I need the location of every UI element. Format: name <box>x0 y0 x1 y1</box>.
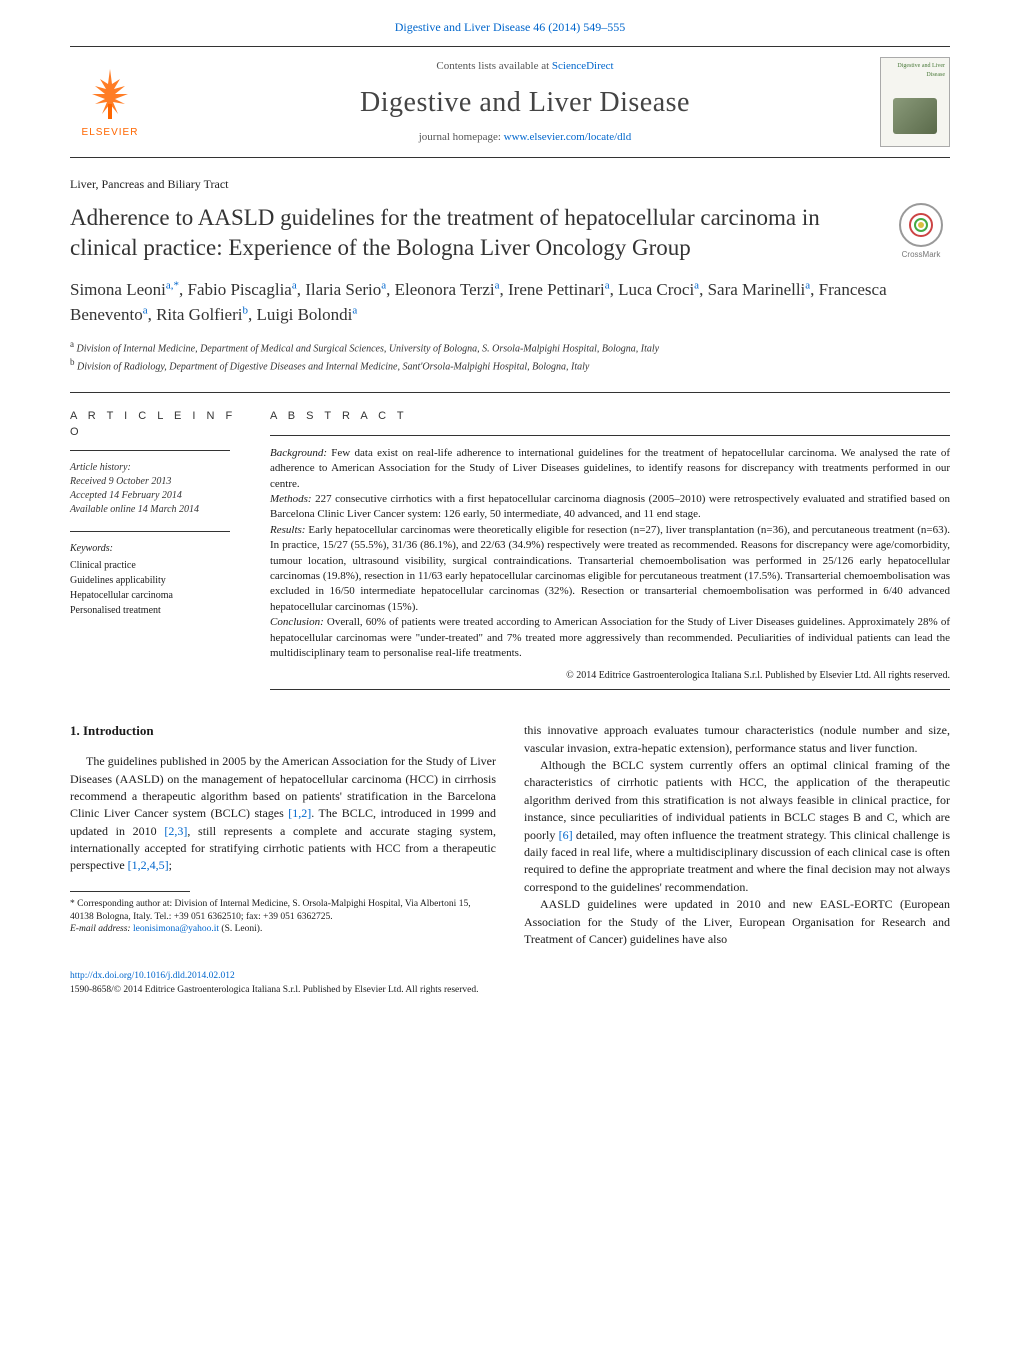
body-paragraph: AASLD guidelines were updated in 2010 an… <box>524 896 950 948</box>
doi-link[interactable]: http://dx.doi.org/10.1016/j.dld.2014.02.… <box>70 971 235 981</box>
crossmark-badge[interactable]: CrossMark <box>892 203 950 260</box>
methods-text: 227 consecutive cirrhotics with a first … <box>270 493 950 520</box>
abstract-end-divider <box>270 689 950 690</box>
homepage-prefix: journal homepage: <box>419 131 504 143</box>
author-email[interactable]: leonisimona@yahoo.it <box>133 924 219 934</box>
abstract-column: A B S T R A C T Background: Few data exi… <box>270 409 950 700</box>
abstract-heading: A B S T R A C T <box>270 409 950 424</box>
background-text: Few data exist on real-life adherence to… <box>270 447 950 490</box>
body-paragraph: Although the BCLC system currently offer… <box>524 757 950 896</box>
cover-title: Digestive and Liver Disease <box>885 62 945 79</box>
results-text: Early hepatocellular carcinomas were the… <box>270 524 950 613</box>
results-label: Results: <box>270 524 305 536</box>
info-heading: A R T I C L E I N F O <box>70 409 246 440</box>
abstract-body: Background: Few data exist on real-life … <box>270 446 950 661</box>
article-history: Article history: Received 9 October 2013… <box>70 461 246 517</box>
keywords-label: Keywords: <box>70 542 246 556</box>
elsevier-text: ELSEVIER <box>82 126 139 140</box>
online-date: Available online 14 March 2014 <box>70 503 246 517</box>
body-paragraph: this innovative approach evaluates tumou… <box>524 722 950 757</box>
divider <box>70 392 950 393</box>
ref-link[interactable]: [2,3] <box>164 824 187 838</box>
methods-label: Methods: <box>270 493 312 505</box>
affiliation-b: b Division of Radiology, Department of D… <box>70 356 950 374</box>
article-title: Adherence to AASLD guidelines for the tr… <box>70 203 872 263</box>
abstract-copyright: © 2014 Editrice Gastroenterologica Itali… <box>270 669 950 683</box>
body-columns: 1. Introduction The guidelines published… <box>70 722 950 948</box>
contents-line: Contents lists available at ScienceDirec… <box>170 59 880 74</box>
journal-name: Digestive and Liver Disease <box>170 83 880 122</box>
accepted-date: Accepted 14 February 2014 <box>70 489 246 503</box>
history-label: Article history: <box>70 461 246 475</box>
crossmark-icon <box>899 203 943 247</box>
journal-cover-thumb: Digestive and Liver Disease <box>880 57 950 147</box>
ref-link[interactable]: [6] <box>559 828 573 842</box>
journal-header: ELSEVIER Contents lists available at Sci… <box>70 46 950 158</box>
sciencedirect-link[interactable]: ScienceDirect <box>552 60 614 72</box>
ref-link[interactable]: [1,2,4,5] <box>128 858 169 872</box>
crossmark-label: CrossMark <box>892 249 950 260</box>
keyword: Personalised treatment <box>70 603 246 618</box>
info-divider <box>70 450 230 451</box>
elsevier-tree-icon <box>80 64 140 124</box>
authors-list: Simona Leonia,*, Fabio Piscagliaa, Ilari… <box>70 277 950 328</box>
abstract-divider <box>270 435 950 436</box>
keyword: Hepatocellular carcinoma <box>70 588 246 603</box>
contents-prefix: Contents lists available at <box>436 60 551 72</box>
issue-citation[interactable]: Digestive and Liver Disease 46 (2014) 54… <box>395 20 626 34</box>
keywords-list: Clinical practice Guidelines applicabili… <box>70 558 246 618</box>
journal-homepage: journal homepage: www.elsevier.com/locat… <box>170 130 880 145</box>
background-label: Background: <box>270 447 327 459</box>
page-footer: http://dx.doi.org/10.1016/j.dld.2014.02.… <box>70 970 950 997</box>
affiliation-a: a Division of Internal Medicine, Departm… <box>70 338 950 356</box>
issn-copyright: 1590-8658/© 2014 Editrice Gastroenterolo… <box>70 984 950 997</box>
journal-issue-link: Digestive and Liver Disease 46 (2014) 54… <box>0 0 1020 46</box>
section-label: Liver, Pancreas and Biliary Tract <box>70 176 950 193</box>
conclusion-label: Conclusion: <box>270 616 324 628</box>
keywords-block: Keywords: Clinical practice Guidelines a… <box>70 542 246 618</box>
footnotes: * Corresponding author at: Division of I… <box>70 898 496 936</box>
body-column-right: this innovative approach evaluates tumou… <box>524 722 950 948</box>
footnote-divider <box>70 891 190 892</box>
conclusion-text: Overall, 60% of patients were treated ac… <box>270 616 950 659</box>
body-column-left: 1. Introduction The guidelines published… <box>70 722 496 948</box>
email-suffix: (S. Leoni). <box>219 924 262 934</box>
elsevier-logo: ELSEVIER <box>70 57 150 147</box>
homepage-link[interactable]: www.elsevier.com/locate/dld <box>504 131 632 143</box>
affiliations: a Division of Internal Medicine, Departm… <box>70 338 950 375</box>
info-divider <box>70 531 230 532</box>
ref-link[interactable]: [1,2] <box>288 806 311 820</box>
keyword: Clinical practice <box>70 558 246 573</box>
intro-paragraph: The guidelines published in 2005 by the … <box>70 753 496 875</box>
cover-image <box>893 98 937 134</box>
article-info-column: A R T I C L E I N F O Article history: R… <box>70 409 270 700</box>
header-center: Contents lists available at ScienceDirec… <box>170 59 880 145</box>
corresponding-author: * Corresponding author at: Division of I… <box>70 898 496 924</box>
email-label: E-mail address: <box>70 924 133 934</box>
intro-heading: 1. Introduction <box>70 722 496 741</box>
keyword: Guidelines applicability <box>70 573 246 588</box>
email-line: E-mail address: leonisimona@yahoo.it (S.… <box>70 923 496 936</box>
received-date: Received 9 October 2013 <box>70 475 246 489</box>
